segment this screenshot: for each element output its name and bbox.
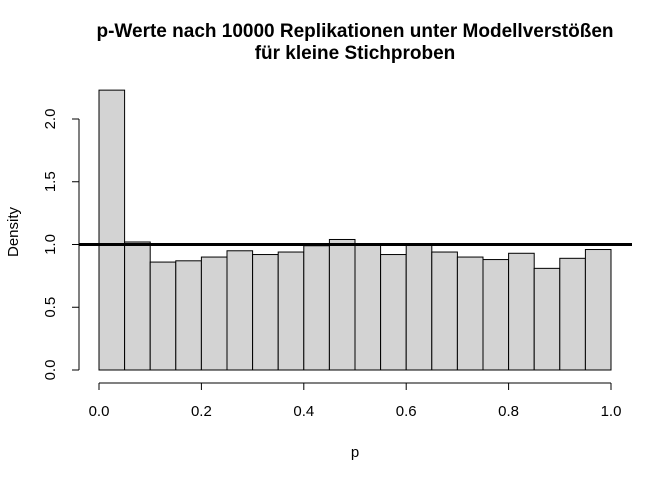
chart-title-group: p-Werte nach 10000 Replikationen unter M… xyxy=(97,21,614,64)
y-tick-label: 0.5 xyxy=(42,297,59,318)
histogram-bar xyxy=(226,250,254,371)
histogram-bar xyxy=(175,260,202,371)
histogram-bar xyxy=(533,267,561,371)
x-tick-label: 0.4 xyxy=(293,403,314,420)
histogram-bar xyxy=(277,251,305,371)
histogram-bar xyxy=(252,254,279,371)
y-tick-label: 1.0 xyxy=(42,234,59,255)
histogram-bar xyxy=(456,256,484,371)
y-tick-label: 1.5 xyxy=(42,171,59,192)
histogram-bar xyxy=(482,259,510,371)
histogram-bar xyxy=(98,89,126,371)
histogram-bar xyxy=(149,261,177,371)
y-tick-label: 2.0 xyxy=(42,109,59,130)
x-tick-label: 0.2 xyxy=(191,403,212,420)
histogram-bar xyxy=(405,244,433,371)
x-tick-label: 0.8 xyxy=(498,403,519,420)
y-tick-label: 0.0 xyxy=(42,360,59,381)
histogram-bar xyxy=(124,241,151,371)
histogram-bar xyxy=(584,249,612,371)
histogram-bar xyxy=(559,257,586,371)
histogram-bar xyxy=(328,238,356,371)
histogram-bar xyxy=(431,251,458,371)
histogram-bars xyxy=(98,89,612,371)
y-axis: 0.0 0.5 1.0 1.5 2.0 xyxy=(42,109,80,381)
x-axis: 0.0 0.2 0.4 0.6 0.8 1.0 xyxy=(89,382,622,420)
x-tick-label: 0.6 xyxy=(396,403,417,420)
histogram-bar xyxy=(508,252,535,371)
chart-title: p-Werte nach 10000 Replikationen unter M… xyxy=(97,21,614,42)
chart-subtitle: für kleine Stichproben xyxy=(255,43,456,64)
histogram-bar xyxy=(200,256,228,371)
x-tick-label: 1.0 xyxy=(601,403,622,420)
x-axis-label: p xyxy=(351,444,359,461)
x-tick-label: 0.0 xyxy=(89,403,110,420)
histogram-bar xyxy=(380,254,407,371)
y-axis-label: Density xyxy=(5,206,22,257)
histogram-bar xyxy=(354,244,382,371)
histogram-bar xyxy=(303,245,330,371)
